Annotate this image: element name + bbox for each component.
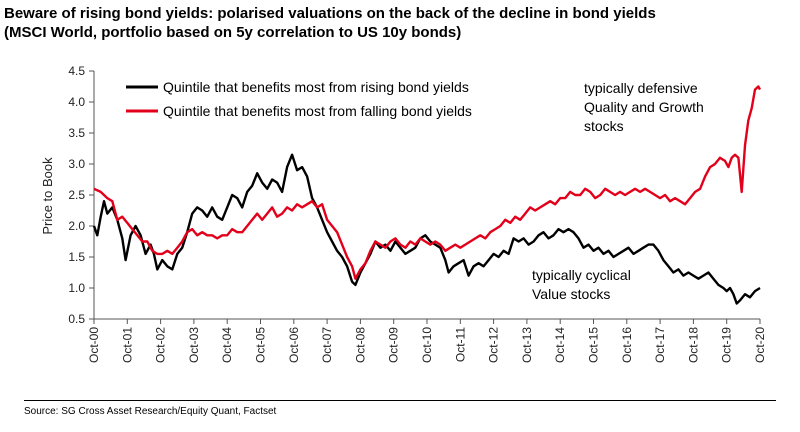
chart-axes: 0.5 1.0 1.5 2.0 2.5 3.0 3.5 4.0 4.5 Oct-00 Oct-01 O… [68, 64, 767, 363]
footer-rule [24, 400, 776, 401]
chart-title-line1: Beware of rising bond yields: polarised … [4, 5, 656, 22]
annotation-cyclical-line1: typically cyclical [532, 267, 631, 283]
y-tick-label: 3.5 [68, 126, 85, 140]
x-tick-label: Oct-10 [420, 327, 434, 363]
x-tick-label: Oct-03 [187, 327, 201, 363]
chart-series-layer [92, 85, 762, 305]
y-tick-label: 4.5 [68, 64, 85, 78]
x-tick-label: Oct-08 [353, 327, 367, 363]
chart-legend: Quintile that benefits most from rising … [126, 79, 472, 119]
x-tick-label: Oct-15 [587, 327, 601, 363]
source-note: Source: SG Cross Asset Research/Equity Q… [24, 406, 277, 417]
x-tick-label: Oct-05 [254, 327, 268, 363]
legend-label-falling: Quintile that benefits most from falling… [163, 103, 472, 119]
annotation-defensive-line3: stocks [584, 118, 624, 134]
x-tick-label: Oct-13 [520, 327, 534, 363]
y-tick-label: 2.5 [68, 188, 85, 202]
x-tick-label: Oct-04 [220, 327, 234, 363]
y-tick-label: 0.5 [68, 312, 85, 326]
chart-title-line2: (MSCI World, portfolio based on 5y corre… [4, 24, 462, 41]
y-tick-label: 1.0 [68, 281, 85, 295]
y-tick-label: 2.0 [68, 219, 85, 233]
x-tick-label: Oct-17 [653, 327, 667, 363]
annotation-defensive-line2: Quality and Growth [584, 99, 704, 115]
y-tick-label: 1.5 [68, 250, 85, 264]
x-tick-label: Oct-18 [686, 327, 700, 363]
x-tick-label: Oct-12 [487, 327, 501, 363]
legend-label-rising: Quintile that benefits most from rising … [163, 79, 469, 95]
x-tick-label: Oct-16 [620, 327, 634, 363]
annotation-defensive-line1: typically defensive [584, 80, 698, 96]
annotation-defensive: typically defensive Quality and Growth s… [584, 80, 704, 134]
x-tick-label: Oct-06 [287, 327, 301, 363]
annotation-cyclical-line2: Value stocks [532, 286, 610, 302]
x-tick-label: Oct-19 [720, 327, 734, 363]
x-tick-label: Oct-01 [120, 327, 134, 363]
x-tick-label: Oct-14 [553, 327, 567, 363]
x-tick-label: Oct-20 [753, 327, 767, 363]
x-tick-label: Oct-00 [87, 327, 101, 363]
y-tick-label: 3.0 [68, 157, 85, 171]
x-tick-label: Oct-07 [320, 327, 334, 363]
x-tick-label: Oct-09 [387, 327, 401, 363]
y-axis-label: Price to Book [40, 157, 55, 235]
x-tick-label: Oct-02 [154, 327, 168, 363]
annotation-cyclical: typically cyclical Value stocks [532, 267, 631, 302]
chart-title: Beware of rising bond yields: polarised … [4, 4, 794, 42]
series-line-rising [92, 153, 761, 305]
x-tick-label: Oct-11 [453, 327, 467, 362]
series-line-falling [93, 85, 762, 280]
y-tick-label: 4.0 [68, 95, 85, 109]
